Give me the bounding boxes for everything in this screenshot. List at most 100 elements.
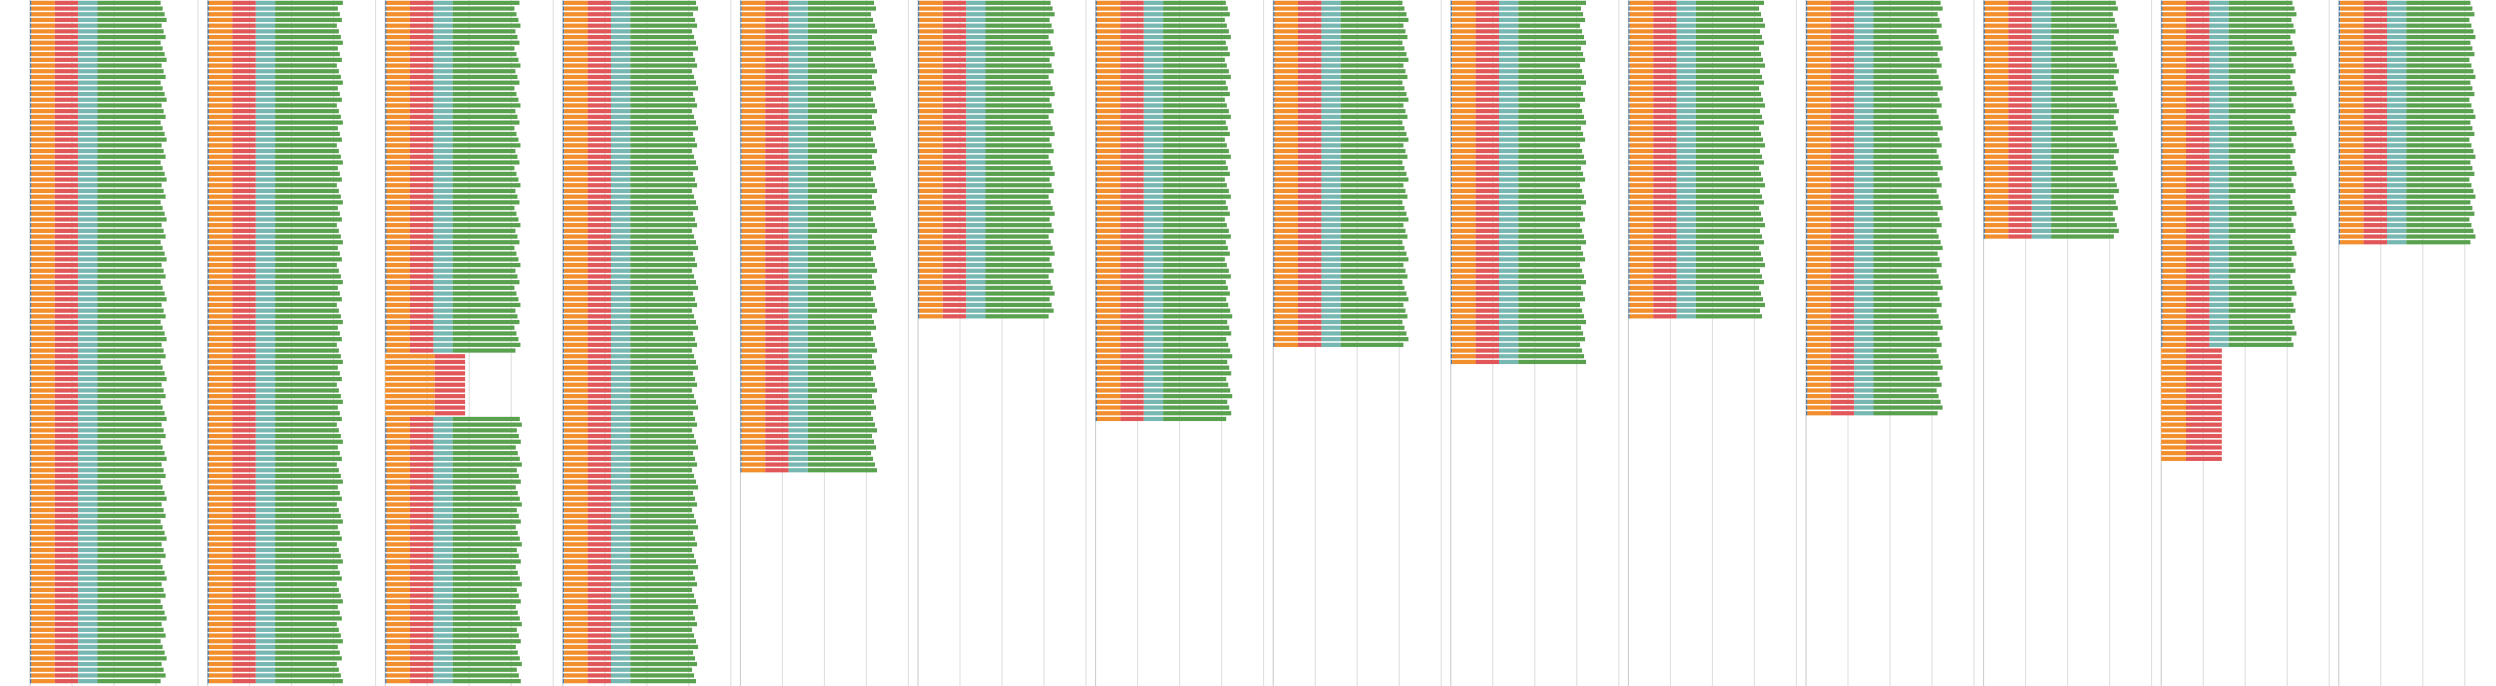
bar-segment-orange bbox=[1807, 302, 1831, 308]
bar-segment-teal bbox=[1854, 262, 1874, 268]
bar-segment-red bbox=[1830, 52, 1855, 57]
bar-segment-blue bbox=[207, 86, 209, 91]
bar-segment-green bbox=[1695, 257, 1764, 262]
bar-segment-green bbox=[452, 63, 521, 68]
bar-segment-blue bbox=[30, 131, 32, 137]
bar-segment-red bbox=[587, 593, 612, 598]
bar-segment-green bbox=[630, 382, 698, 387]
bar-segment-teal bbox=[1143, 280, 1164, 285]
bar-segment-red bbox=[1120, 399, 1144, 404]
bar-segment-teal bbox=[78, 308, 98, 313]
bar-segment-blue bbox=[1450, 188, 1453, 194]
bar-segment-green bbox=[275, 604, 338, 610]
bar-segment-green bbox=[2051, 12, 2113, 17]
bar-segment-orange bbox=[1274, 40, 1298, 45]
bar-segment-green bbox=[452, 468, 517, 473]
bar-segment-blue bbox=[1806, 337, 1808, 342]
bar-segment-orange bbox=[1096, 382, 1121, 387]
bar-segment-orange bbox=[564, 297, 588, 302]
bar-segment-red bbox=[410, 17, 434, 23]
bar-segment-green bbox=[1518, 69, 1583, 74]
bar-segment-orange bbox=[208, 280, 233, 285]
bar-segment-blue bbox=[30, 166, 32, 171]
bar-segment-teal bbox=[611, 80, 631, 85]
bar-segment-teal bbox=[255, 29, 276, 34]
bar-segment-green bbox=[2051, 80, 2116, 85]
bar-segment-teal bbox=[1143, 143, 1164, 148]
bar-segment-red bbox=[765, 154, 789, 159]
bar-segment-green bbox=[630, 166, 699, 171]
bar-segment-green bbox=[985, 57, 1050, 62]
bar-segment-blue bbox=[385, 656, 387, 661]
bar-segment-red bbox=[942, 188, 967, 194]
bar-segment-teal bbox=[1854, 382, 1874, 387]
bar-segment-blue bbox=[207, 627, 209, 632]
bar-segment-teal bbox=[255, 376, 276, 382]
bar-segment-blue bbox=[1450, 285, 1453, 290]
bar-segment-teal bbox=[78, 126, 98, 131]
bar-segment-red bbox=[434, 359, 466, 365]
bar-segment-teal bbox=[611, 462, 631, 467]
bar-segment-orange bbox=[208, 559, 233, 564]
bar-segment-orange bbox=[1096, 63, 1121, 68]
bar-segment-green bbox=[1518, 109, 1583, 114]
bar-segment-green bbox=[1163, 86, 1228, 91]
bar-segment-red bbox=[1298, 200, 1322, 205]
bar-segment-orange bbox=[31, 217, 55, 222]
bar-segment-teal bbox=[433, 337, 453, 342]
bar-segment-blue bbox=[918, 211, 920, 216]
bar-segment-orange bbox=[1096, 160, 1121, 165]
bar-segment-orange bbox=[1807, 137, 1831, 142]
bar-segment-blue bbox=[562, 97, 565, 102]
bar-segment-red bbox=[1830, 399, 1855, 404]
bar-segment-green bbox=[985, 80, 1051, 85]
bar-segment-orange bbox=[1629, 34, 1654, 40]
bar-segment-teal bbox=[2031, 137, 2052, 142]
bar-segment-green bbox=[1340, 268, 1406, 273]
bar-segment-teal bbox=[1676, 126, 1696, 131]
bar-segment-green bbox=[275, 348, 339, 353]
bar-segment-red bbox=[587, 616, 612, 621]
bar-segment-orange bbox=[386, 314, 410, 319]
bar-segment-green bbox=[452, 622, 522, 627]
bar-segment-teal bbox=[78, 223, 98, 228]
bar-segment-teal bbox=[788, 0, 808, 5]
bar-segment-blue bbox=[385, 205, 387, 211]
bar-segment-teal bbox=[433, 325, 453, 330]
bar-segment-teal bbox=[788, 194, 808, 199]
bar-segment-green bbox=[1873, 80, 1941, 85]
bar-segment-blue bbox=[1095, 74, 1097, 80]
bar-segment-orange bbox=[741, 52, 766, 57]
bar-segment-red bbox=[2008, 34, 2032, 40]
bar-segment-orange bbox=[564, 257, 588, 262]
bar-segment-green bbox=[97, 348, 164, 353]
bar-segment-green bbox=[807, 166, 877, 171]
bar-segment-teal bbox=[255, 291, 276, 296]
bar-segment-teal bbox=[255, 171, 276, 176]
bar-segment-red bbox=[587, 661, 612, 667]
bar-segment-teal bbox=[1321, 160, 1341, 165]
bar-segment-green bbox=[1518, 234, 1585, 239]
bar-segment-green bbox=[97, 490, 165, 496]
bar-segment-blue bbox=[30, 661, 32, 667]
bar-segment-green bbox=[1518, 183, 1581, 188]
bar-segment-green bbox=[275, 240, 343, 245]
bar-segment-blue bbox=[207, 154, 209, 159]
bar-segment-red bbox=[587, 416, 612, 422]
bar-segment-green bbox=[275, 177, 342, 182]
bar-segment-green bbox=[807, 154, 873, 159]
bar-segment-red bbox=[410, 0, 434, 5]
bar-segment-orange bbox=[564, 508, 588, 513]
bar-segment-green bbox=[452, 673, 519, 678]
bar-segment-green bbox=[2051, 74, 2114, 80]
bar-segment-orange bbox=[1807, 34, 1831, 40]
bar-segment-blue bbox=[1628, 211, 1630, 216]
bar-segment-teal bbox=[788, 257, 808, 262]
bar-segment-green bbox=[97, 223, 162, 228]
bar-segment-red bbox=[54, 394, 79, 399]
bar-segment-blue bbox=[207, 308, 209, 313]
bar-segment-green bbox=[985, 308, 1054, 313]
bar-segment-green bbox=[1695, 160, 1765, 165]
bar-segment-teal bbox=[78, 673, 98, 678]
bar-segment-blue bbox=[385, 223, 387, 228]
